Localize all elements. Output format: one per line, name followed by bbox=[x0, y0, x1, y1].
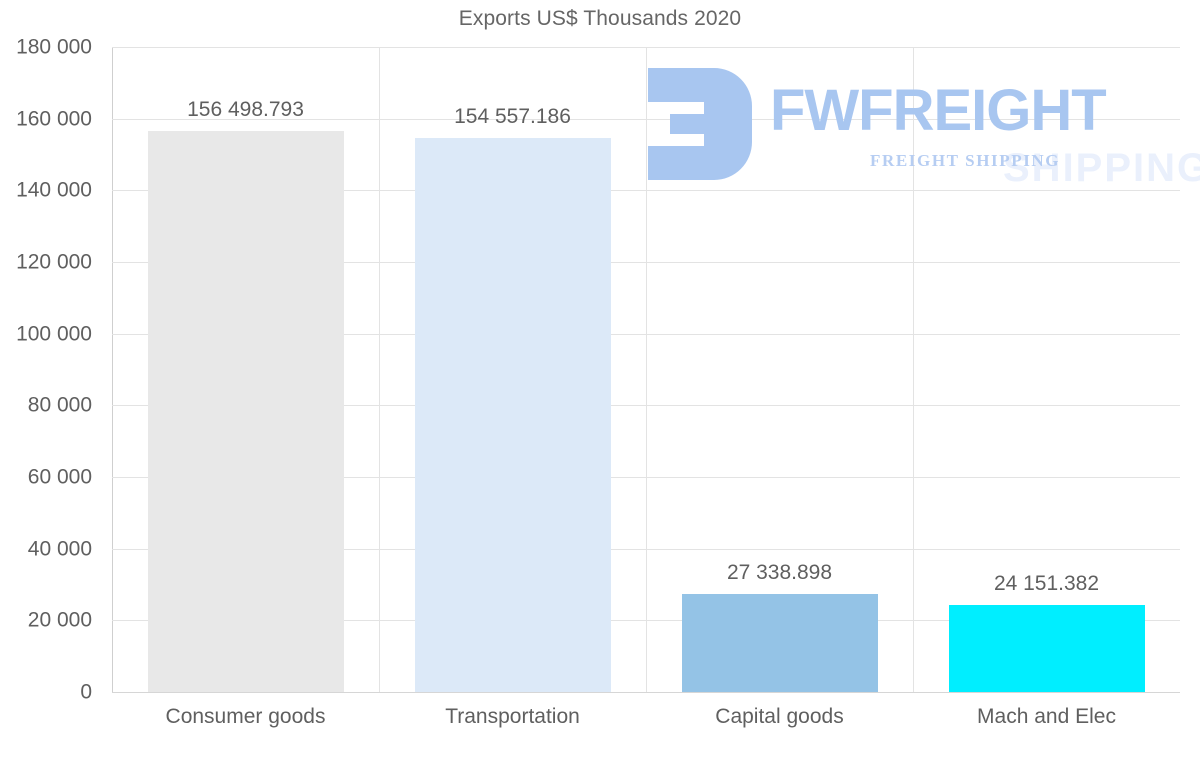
bar-2[interactable] bbox=[414, 138, 611, 692]
y-axis-tick-label: 140 000 bbox=[16, 178, 92, 202]
y-axis-tick-label: 180 000 bbox=[16, 35, 92, 59]
y-axis-tick-label: 20 000 bbox=[27, 608, 92, 632]
bar-value-label: 156 498.793 bbox=[187, 98, 304, 122]
gridline-vertical bbox=[379, 47, 380, 692]
y-axis-tick-label: 40 000 bbox=[27, 537, 92, 561]
gridline-vertical bbox=[646, 47, 647, 692]
y-axis-tick-label: 60 000 bbox=[27, 465, 92, 489]
y-axis-tick-label: 100 000 bbox=[16, 322, 92, 346]
bar-value-label: 24 151.382 bbox=[993, 572, 1100, 596]
gridline-vertical bbox=[913, 47, 914, 692]
x-axis-category-label: Consumer goods bbox=[165, 705, 326, 728]
x-axis-category-label: Capital goods bbox=[715, 705, 844, 728]
x-axis-category-label: Mach and Elec bbox=[977, 705, 1116, 728]
bar-value-label: 154 557.186 bbox=[454, 105, 571, 129]
x-axis-category-label: Transportation bbox=[445, 705, 580, 728]
plot-area bbox=[112, 47, 1180, 693]
bar-4[interactable] bbox=[948, 605, 1145, 692]
y-axis-tick-label: 120 000 bbox=[16, 250, 92, 274]
chart-title: Exports US$ Thousands 2020 bbox=[458, 7, 742, 30]
y-axis-tick-label: 80 000 bbox=[27, 393, 92, 417]
bar-value-label: 27 338.898 bbox=[726, 561, 833, 585]
y-axis-tick-label: 160 000 bbox=[16, 107, 92, 131]
bar-3[interactable] bbox=[681, 594, 878, 692]
y-axis-line bbox=[112, 47, 113, 693]
bar-1[interactable] bbox=[147, 131, 344, 692]
y-axis-tick-label: 0 bbox=[80, 680, 92, 704]
gridline-horizontal bbox=[112, 692, 1180, 693]
